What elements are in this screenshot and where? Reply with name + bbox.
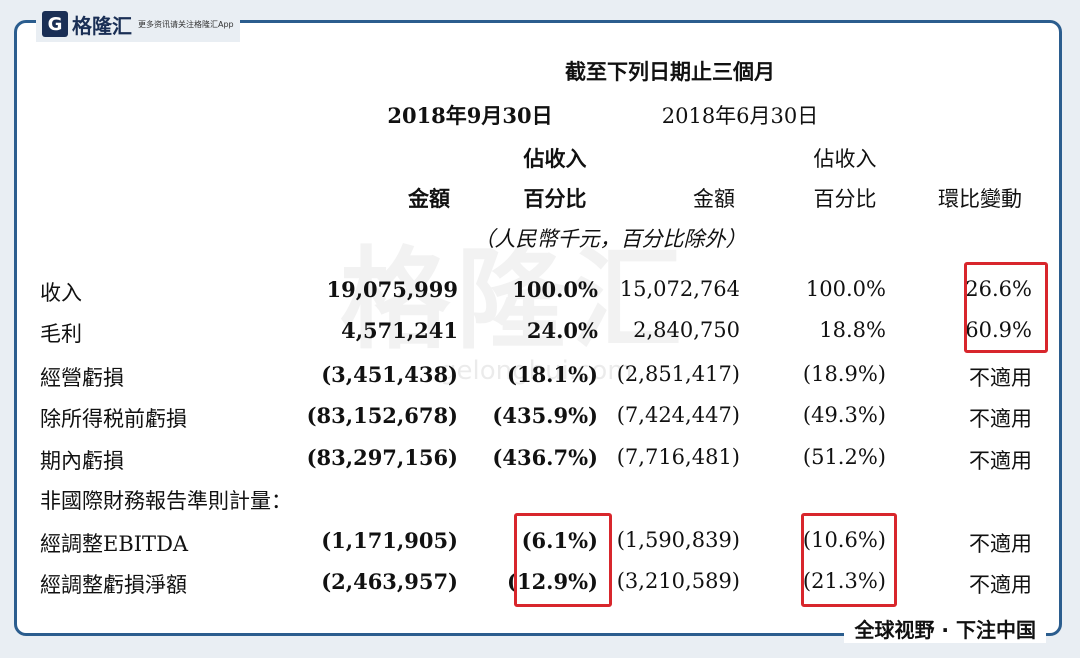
row-amount-1: (1,171,905) bbox=[321, 528, 458, 553]
row-pct-2: (18.9%) bbox=[802, 362, 886, 386]
row-change: 不適用 bbox=[969, 532, 1032, 556]
row-change: 不適用 bbox=[969, 407, 1032, 431]
row-amount-2: (1,590,839) bbox=[616, 528, 740, 552]
row-amount-2: (7,716,481) bbox=[616, 445, 740, 469]
row-pct-2: (49.3%) bbox=[802, 403, 886, 427]
row-change: 不適用 bbox=[969, 573, 1032, 597]
highlight-pct-box-2 bbox=[801, 513, 897, 607]
row-amount-1: (3,451,438) bbox=[321, 362, 458, 387]
row-amount-1: 19,075,999 bbox=[326, 277, 458, 302]
pct-header-bottom-2: 百分比 bbox=[813, 187, 877, 211]
row-label: 經調整虧損淨額 bbox=[40, 573, 187, 597]
highlight-pct-box-1 bbox=[514, 513, 612, 607]
highlight-change-box bbox=[964, 262, 1048, 353]
row-amount-1: 4,571,241 bbox=[341, 318, 458, 343]
period-heading: 截至下列日期止三個月 bbox=[565, 59, 775, 84]
date-col-2: 2018年6月30日 bbox=[661, 104, 819, 128]
row-pct-2: (51.2%) bbox=[802, 445, 886, 469]
row-change: 不適用 bbox=[969, 449, 1032, 473]
row-pct-1: (435.9%) bbox=[492, 403, 598, 428]
watermark-url: gelonghui.com bbox=[440, 356, 633, 386]
row-change: 26.6% bbox=[965, 277, 1032, 301]
row-label: 經調整EBITDA bbox=[40, 532, 189, 556]
non-ifrs-label: 非國際財務報告準則計量： bbox=[40, 489, 292, 513]
logo-subtitle: 更多资讯请关注格隆汇App bbox=[138, 19, 234, 29]
row-label: 除所得税前虧損 bbox=[40, 407, 187, 431]
amount-header-2: 金額 bbox=[693, 187, 735, 211]
logo-text: 格隆汇 bbox=[72, 13, 132, 38]
change-header: 環比變動 bbox=[938, 187, 1022, 211]
watermark: 格隆汇 bbox=[340, 236, 688, 364]
row-pct-2: (10.6%) bbox=[802, 528, 886, 552]
brand-logo: G 格隆汇 更多资讯请关注格隆汇App bbox=[36, 6, 240, 42]
row-amount-2: 15,072,764 bbox=[619, 277, 740, 301]
row-change: 60.9% bbox=[965, 318, 1032, 342]
row-pct-1: 24.0% bbox=[526, 318, 598, 343]
unit-note: （人民幣千元，百分比除外） bbox=[473, 227, 747, 251]
amount-header-1: 金額 bbox=[408, 186, 450, 211]
row-pct-2: 18.8% bbox=[819, 318, 886, 342]
row-amount-1: (83,297,156) bbox=[306, 445, 458, 470]
pct-header-bottom-1: 百分比 bbox=[523, 186, 587, 211]
date-col-1: 2018年9月30日 bbox=[387, 103, 553, 128]
row-label: 經營虧損 bbox=[40, 366, 124, 390]
pct-header-top-2: 佔收入 bbox=[813, 147, 877, 171]
row-change: 不適用 bbox=[969, 366, 1032, 390]
row-amount-1: (83,152,678) bbox=[306, 403, 458, 428]
row-pct-1: (436.7%) bbox=[492, 445, 598, 470]
row-amount-2: (2,851,417) bbox=[616, 362, 740, 386]
row-amount-2: 2,840,750 bbox=[633, 318, 740, 342]
row-amount-2: (3,210,589) bbox=[616, 569, 740, 593]
row-pct-1: (6.1%) bbox=[521, 528, 598, 553]
row-pct-2: (21.3%) bbox=[802, 569, 886, 593]
row-pct-1: (18.1%) bbox=[507, 362, 598, 387]
row-label: 毛利 bbox=[40, 322, 82, 346]
footer-slogan: 全球视野 · 下注中国 bbox=[844, 614, 1046, 643]
row-pct-2: 100.0% bbox=[805, 277, 886, 301]
row-amount-1: (2,463,957) bbox=[321, 569, 458, 594]
row-pct-1: 100.0% bbox=[512, 277, 598, 302]
row-pct-1: (12.9%) bbox=[507, 569, 598, 594]
pct-header-top-1: 佔收入 bbox=[523, 146, 587, 171]
logo-mark-icon: G bbox=[42, 11, 68, 37]
row-label: 收入 bbox=[40, 281, 82, 305]
row-label: 期內虧損 bbox=[40, 449, 124, 473]
row-amount-2: (7,424,447) bbox=[616, 403, 740, 427]
content-frame bbox=[14, 20, 1062, 636]
